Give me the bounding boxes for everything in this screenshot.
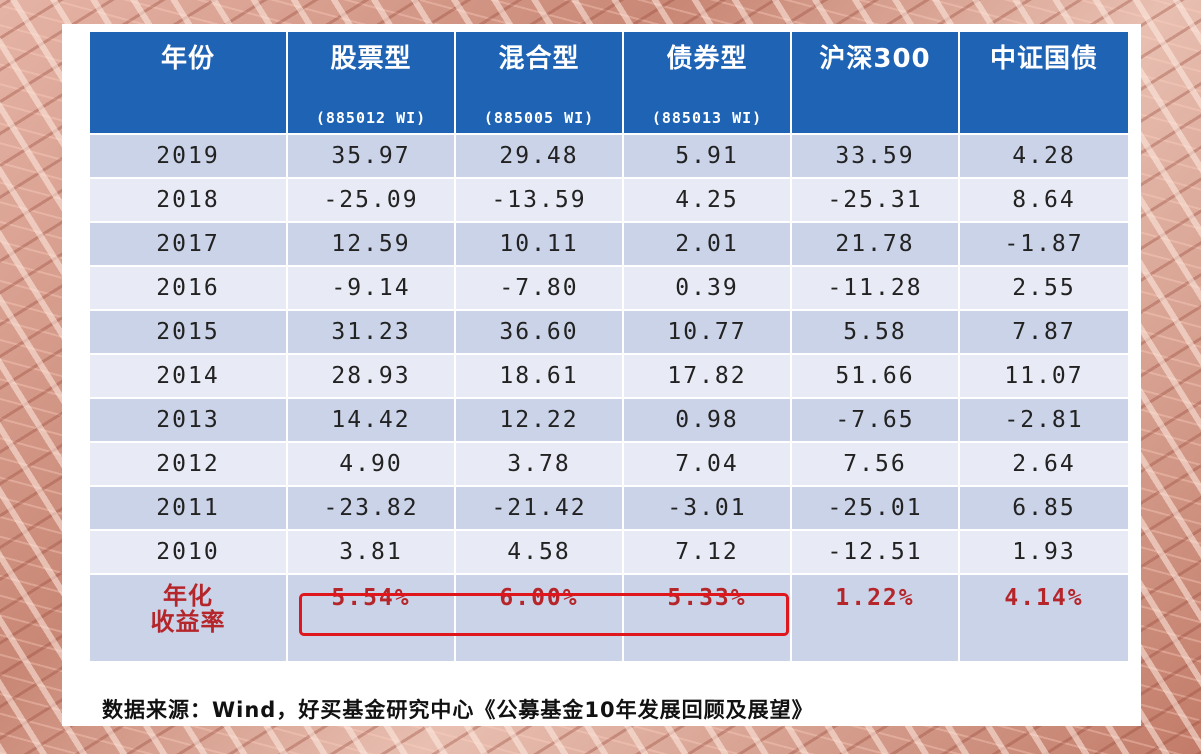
value-cell: -25.31	[790, 177, 960, 223]
annualized-row: 年化 收益率 5.54% 6.00% 5.33% 1.22% 4.14%	[88, 573, 1130, 663]
annualized-value: 4.14%	[958, 573, 1130, 663]
annualized-label-line2: 收益率	[150, 608, 226, 636]
value-cell: -7.65	[790, 397, 960, 443]
table-row: 2014 28.93 18.61 17.82 51.66 11.07	[88, 353, 1130, 399]
value-cell: 36.60	[454, 309, 624, 355]
fund-returns-table: 年份 股票型 (885012 WI) 混合型 (885005 WI) 债券型 (…	[88, 30, 1130, 663]
header-row: 年份 股票型 (885012 WI) 混合型 (885005 WI) 债券型 (…	[88, 30, 1130, 135]
value-cell: -23.82	[286, 485, 456, 531]
value-cell: 21.78	[790, 221, 960, 267]
value-cell: 5.58	[790, 309, 960, 355]
value-cell: 29.48	[454, 133, 624, 179]
annualized-label-line1: 年化	[163, 582, 213, 610]
value-cell: 14.42	[286, 397, 456, 443]
year-cell: 2010	[88, 529, 288, 575]
value-cell: -2.81	[958, 397, 1130, 443]
value-cell: 4.90	[286, 441, 456, 487]
value-cell: 33.59	[790, 133, 960, 179]
data-source-note: 数据来源：Wind，好买基金研究中心《公募基金10年发展回顾及展望》	[102, 698, 814, 722]
value-cell: 8.64	[958, 177, 1130, 223]
header-title: 股票型	[330, 44, 412, 74]
table-row: 2019 35.97 29.48 5.91 33.59 4.28	[88, 133, 1130, 179]
year-cell: 2018	[88, 177, 288, 223]
value-cell: -7.80	[454, 265, 624, 311]
year-cell: 2013	[88, 397, 288, 443]
year-cell: 2019	[88, 133, 288, 179]
value-cell: -9.14	[286, 265, 456, 311]
header-index-code: (885005 WI)	[483, 109, 595, 127]
value-cell: 0.98	[622, 397, 792, 443]
header-title: 中证国债	[989, 44, 1098, 74]
value-cell: 3.81	[286, 529, 456, 575]
annualized-label-cell: 年化 收益率	[88, 573, 288, 663]
value-cell: 10.77	[622, 309, 792, 355]
value-cell: 6.85	[958, 485, 1130, 531]
table-row: 2010 3.81 4.58 7.12 -12.51 1.93	[88, 529, 1130, 575]
year-cell: 2015	[88, 309, 288, 355]
value-cell: 1.93	[958, 529, 1130, 575]
value-cell: -21.42	[454, 485, 624, 531]
table-row: 2017 12.59 10.11 2.01 21.78 -1.87	[88, 221, 1130, 267]
table-row: 2013 14.42 12.22 0.98 -7.65 -2.81	[88, 397, 1130, 443]
header-csi-treasury: 中证国债	[958, 30, 1130, 135]
value-cell: 10.11	[454, 221, 624, 267]
value-cell: 3.78	[454, 441, 624, 487]
header-year: 年份	[88, 30, 288, 135]
value-cell: 0.39	[622, 265, 792, 311]
table-row: 2016 -9.14 -7.80 0.39 -11.28 2.55	[88, 265, 1130, 311]
value-cell: 18.61	[454, 353, 624, 399]
annualized-value: 5.54%	[286, 573, 456, 663]
value-cell: -12.51	[790, 529, 960, 575]
table-row: 2011 -23.82 -21.42 -3.01 -25.01 6.85	[88, 485, 1130, 531]
header-index-code: (885013 WI)	[651, 109, 763, 127]
value-cell: 31.23	[286, 309, 456, 355]
value-cell: 5.91	[622, 133, 792, 179]
value-cell: -13.59	[454, 177, 624, 223]
value-cell: 28.93	[286, 353, 456, 399]
value-cell: 35.97	[286, 133, 456, 179]
value-cell: 2.01	[622, 221, 792, 267]
value-cell: 51.66	[790, 353, 960, 399]
header-title: 债券型	[666, 44, 748, 74]
header-title: 混合型	[498, 44, 580, 74]
table-row: 2018 -25.09 -13.59 4.25 -25.31 8.64	[88, 177, 1130, 223]
table-row: 2012 4.90 3.78 7.04 7.56 2.64	[88, 441, 1130, 487]
header-title: 沪深300	[819, 44, 931, 74]
year-cell: 2016	[88, 265, 288, 311]
value-cell: 7.56	[790, 441, 960, 487]
header-csi300: 沪深300	[790, 30, 960, 135]
value-cell: -3.01	[622, 485, 792, 531]
value-cell: 11.07	[958, 353, 1130, 399]
header-hybrid: 混合型 (885005 WI)	[454, 30, 624, 135]
header-equity: 股票型 (885012 WI)	[286, 30, 456, 135]
annualized-value: 6.00%	[454, 573, 624, 663]
value-cell: 4.25	[622, 177, 792, 223]
annualized-value: 1.22%	[790, 573, 960, 663]
year-cell: 2017	[88, 221, 288, 267]
header-bond: 债券型 (885013 WI)	[622, 30, 792, 135]
value-cell: -11.28	[790, 265, 960, 311]
value-cell: 17.82	[622, 353, 792, 399]
header-index-code: (885012 WI)	[315, 109, 427, 127]
header-title: 年份	[160, 44, 215, 74]
value-cell: -25.01	[790, 485, 960, 531]
year-cell: 2012	[88, 441, 288, 487]
annualized-value: 5.33%	[622, 573, 792, 663]
value-cell: -25.09	[286, 177, 456, 223]
table-row: 2015 31.23 36.60 10.77 5.58 7.87	[88, 309, 1130, 355]
value-cell: 7.12	[622, 529, 792, 575]
value-cell: 4.28	[958, 133, 1130, 179]
value-cell: 2.55	[958, 265, 1130, 311]
value-cell: 4.58	[454, 529, 624, 575]
value-cell: 7.87	[958, 309, 1130, 355]
value-cell: 7.04	[622, 441, 792, 487]
year-cell: 2011	[88, 485, 288, 531]
year-cell: 2014	[88, 353, 288, 399]
value-cell: 12.22	[454, 397, 624, 443]
table-card: 年份 股票型 (885012 WI) 混合型 (885005 WI) 债券型 (…	[62, 24, 1141, 726]
value-cell: 2.64	[958, 441, 1130, 487]
value-cell: -1.87	[958, 221, 1130, 267]
value-cell: 12.59	[286, 221, 456, 267]
